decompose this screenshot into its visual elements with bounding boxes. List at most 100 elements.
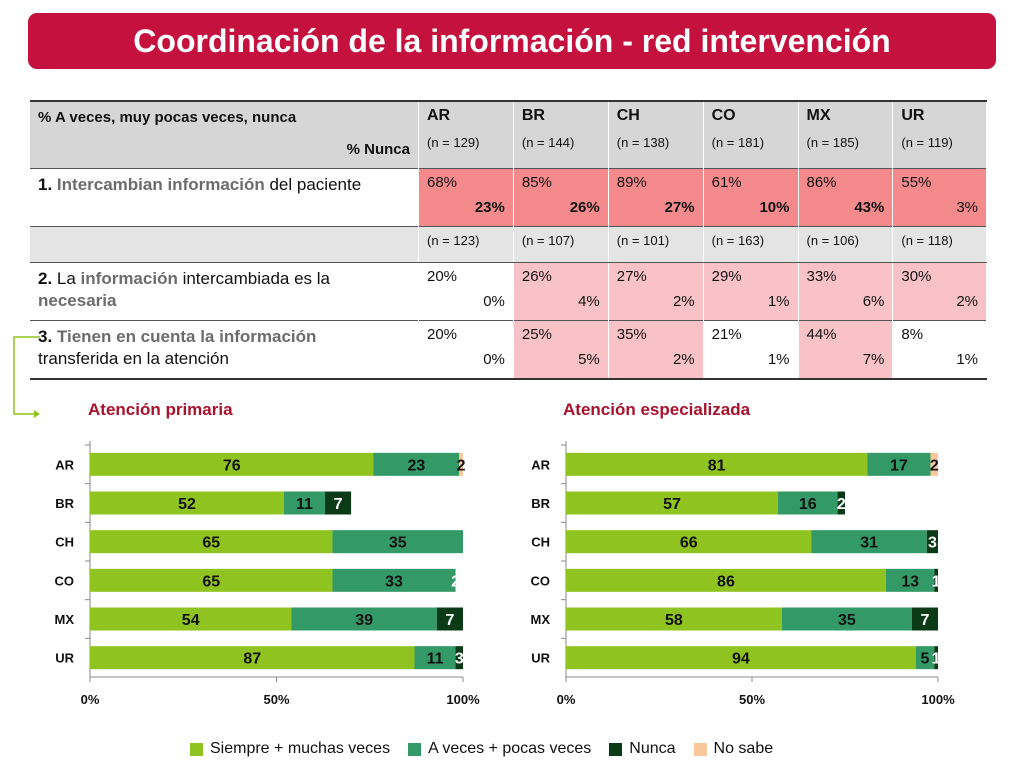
data-label: 35 (838, 612, 856, 629)
data-label: 65 (202, 573, 220, 590)
data-label: 23 (407, 457, 425, 474)
x-tick-label: 100% (446, 692, 480, 707)
cell-q2-ar: 20% 0% (418, 262, 514, 321)
header-country-co: CO (n = 181) (703, 100, 799, 169)
bar-segment (332, 568, 456, 592)
legend-swatch (408, 742, 422, 756)
category-label: MX (55, 612, 75, 627)
data-label: 54 (182, 612, 200, 629)
bar-segment (373, 452, 460, 476)
cell-q2-ch: 27% 2% (608, 262, 704, 321)
data-label: 35 (389, 535, 407, 552)
cell-q3-co: 21% 1% (703, 320, 799, 380)
data-label: 57 (663, 496, 681, 513)
bar-segment (283, 491, 325, 515)
category-label: CO (531, 573, 551, 588)
category-label: CH (55, 535, 74, 550)
subheader-n-ur: (n = 118) (892, 226, 987, 263)
data-label: 94 (732, 651, 750, 668)
x-tick-label: 0% (557, 692, 576, 707)
data-label: 3 (455, 651, 464, 668)
category-label: UR (55, 651, 74, 666)
cell-q3-ch: 35% 2% (608, 320, 704, 380)
category-label: BR (55, 496, 74, 511)
cell-q1-ar: 68% 23% (418, 168, 514, 227)
bar-segment (837, 491, 845, 515)
bar-segment (90, 452, 374, 476)
page-title: Coordinación de la información - red int… (28, 13, 996, 69)
header-country-br: BR (n = 144) (513, 100, 609, 169)
table-row: 3. Tienen en cuenta la información transf… (30, 320, 987, 380)
header-country-mx: MX (n = 185) (798, 100, 894, 169)
bar-segment (926, 530, 938, 554)
cell-q1-co: 61% 10% (703, 168, 799, 227)
table-row: 2. La información intercambiada es la ne… (30, 262, 987, 321)
cell-q2-br: 26% 4% (513, 262, 609, 321)
data-label: 11 (296, 496, 313, 513)
cell-q2-co: 29% 1% (703, 262, 799, 321)
legend-item-nosabe: No sabe (693, 740, 773, 758)
bar-segment (90, 607, 292, 631)
cell-q3-ar: 20% 0% (418, 320, 514, 380)
legend-swatch (190, 742, 203, 756)
data-label: 3 (928, 535, 937, 552)
category-label: MX (531, 612, 551, 627)
cell-q1-ch: 89% 27% (608, 168, 704, 227)
cell-q1-br: 85% 26% (513, 168, 609, 227)
bar-segment (885, 568, 935, 592)
subheader-n-ar: (n = 123) (418, 226, 514, 263)
bar-segment (811, 530, 927, 554)
subheader-n-br: (n = 107) (513, 226, 609, 263)
bar-segment (934, 568, 938, 592)
category-label: CO (55, 573, 75, 588)
legend-item-aveces: A veces + pocas veces (408, 740, 591, 758)
chart-title-especializada: Atención especializada (563, 400, 751, 419)
data-label: 52 (178, 496, 196, 513)
category-label: BR (531, 496, 550, 511)
data-label: 11 (427, 651, 444, 668)
question-2: 2. La información intercambiada es la ne… (30, 262, 419, 321)
subheader-n-mx: (n = 106) (798, 226, 894, 263)
data-label: 2 (837, 496, 846, 513)
header-line1: % A veces, muy pocas veces, nunca (38, 109, 297, 126)
bar-segment (455, 646, 463, 670)
data-label: 2 (930, 457, 939, 474)
summary-table: % A veces, muy pocas veces, nunca % Nunc… (30, 100, 987, 380)
table-row: 1. Intercambian información del paciente… (30, 168, 987, 227)
category-label: UR (531, 651, 550, 666)
data-label: 65 (202, 535, 220, 552)
header-country-ar: AR (n = 129) (418, 100, 514, 169)
bar-segment (90, 491, 284, 515)
bar-segment (566, 568, 886, 592)
bar-segment (291, 607, 437, 631)
x-tick-label: 50% (263, 692, 289, 707)
data-label: 17 (890, 457, 908, 474)
bar-segment (566, 530, 812, 554)
bar-segment (566, 646, 916, 670)
data-label: 7 (334, 496, 343, 513)
header-country-ur: UR (n = 119) (892, 100, 987, 169)
bar-segment (778, 491, 838, 515)
bar-segment (566, 491, 779, 515)
bar-segment (930, 452, 938, 476)
legend: Siempre + muchas veces A veces + pocas v… (190, 740, 791, 758)
chart-title-primaria: Atención primaria (88, 400, 233, 419)
table-subheader-row: (n = 123) (n = 107) (n = 101) (n = 163) … (30, 226, 987, 263)
cell-q2-ur: 30% 2% (892, 262, 987, 321)
bar-segment (867, 452, 931, 476)
cell-q1-ur: 55% 3% (892, 168, 987, 227)
data-label: 7 (445, 612, 454, 629)
data-label: 2 (451, 573, 460, 590)
data-label: 2 (457, 457, 466, 474)
bar-segment (934, 646, 938, 670)
connector-line (13, 336, 40, 415)
header-question-cell: % A veces, muy pocas veces, nunca % Nunc… (30, 100, 419, 169)
bar-segment (781, 607, 912, 631)
subheader-n-ch: (n = 101) (608, 226, 704, 263)
cell-q3-ur: 8% 1% (892, 320, 987, 380)
subheader-empty (30, 226, 419, 263)
bar-segment (566, 607, 782, 631)
bar-segment (90, 646, 415, 670)
bar-segment (436, 607, 463, 631)
table-header-row: % A veces, muy pocas veces, nunca % Nunc… (30, 100, 987, 169)
